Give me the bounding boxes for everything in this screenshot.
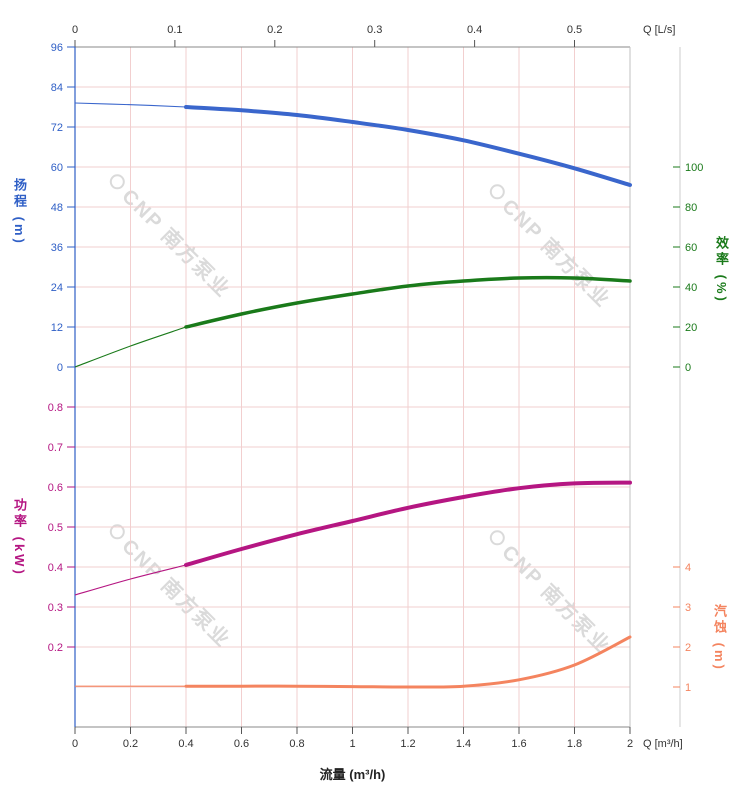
tick-labels: 0 0.1 0.2 0.3 0.4 0.5 0 0.2 0.4 0.6 0.8 1 1.2 1.4 1.6 1… [48, 24, 704, 750]
npsh-tick-label: 2 [685, 642, 691, 654]
top-x-unit-label: Q [L/s] [643, 24, 676, 36]
head-curve [184, 105, 632, 187]
head-curve-low-flow [74, 102, 187, 108]
power-tick-label: 0.2 [48, 642, 63, 654]
bottom-x-tick-label: 0.4 [178, 738, 193, 750]
eff-tick-label: 100 [685, 162, 703, 174]
bottom-x-tick-label: 1.2 [400, 738, 415, 750]
bottom-x-unit-label: Q [m³/h] [643, 738, 683, 750]
power-tick-label: 0.8 [48, 402, 63, 414]
head-tick-label: 84 [51, 82, 63, 94]
power-tick-label: 0.6 [48, 482, 63, 494]
power-tick-label: 0.3 [48, 602, 63, 614]
head-tick-label: 24 [51, 282, 63, 294]
top-x-tick-label: 0.1 [167, 24, 182, 36]
npsh-tick-label: 4 [685, 562, 691, 574]
bottom-x-tick-label: 0.8 [289, 738, 304, 750]
npsh-curve [184, 635, 632, 689]
npsh-axis-title: 汽蚀 (m) [712, 604, 727, 672]
top-x-tick-label: 0.4 [467, 24, 482, 36]
top-x-tick-label: 0 [72, 24, 78, 36]
power-tick-label: 0.4 [48, 562, 63, 574]
bottom-x-tick-label: 1.4 [456, 738, 471, 750]
eff-tick-label: 80 [685, 202, 697, 214]
head-tick-label: 96 [51, 42, 63, 54]
eff-tick-label: 40 [685, 282, 697, 294]
bottom-x-tick-label: 0 [72, 738, 78, 750]
power-axis-title: 功率 (kW) [12, 498, 27, 577]
bottom-x-tick-label: 1.6 [511, 738, 526, 750]
head-tick-label: 60 [51, 162, 63, 174]
bottom-x-tick-label: 0.2 [123, 738, 138, 750]
eff-curve-low-flow [74, 326, 187, 368]
head-tick-label: 48 [51, 202, 63, 214]
bottom-x-tick-label: 2 [627, 738, 633, 750]
head-tick-label: 36 [51, 242, 63, 254]
npsh-tick-label: 3 [685, 602, 691, 614]
head-tick-label: 12 [51, 322, 63, 334]
bottom-x-tick-label: 1 [349, 738, 355, 750]
npsh-tick-label: 1 [685, 682, 691, 694]
power-tick-label: 0.7 [48, 442, 63, 454]
bottom-x-tick-label: 1.8 [567, 738, 582, 750]
top-x-tick-label: 0.2 [267, 24, 282, 36]
efficiency-axis-title: 效率 (%) [714, 236, 729, 304]
power-tick-label: 0.5 [48, 522, 63, 534]
eff-tick-label: 0 [685, 362, 691, 374]
top-x-tick-label: 0.5 [567, 24, 582, 36]
head-tick-label: 0 [57, 362, 63, 374]
power-curve-low-flow [74, 564, 187, 596]
head-tick-label: 72 [51, 122, 63, 134]
head-axis-title: 扬程 (m) [12, 178, 27, 246]
eff-tick-label: 60 [685, 242, 697, 254]
bottom-x-tick-label: 0.6 [234, 738, 249, 750]
power-curve [184, 480, 632, 567]
eff-curve [184, 275, 632, 329]
eff-tick-label: 20 [685, 322, 697, 334]
top-x-tick-label: 0.3 [367, 24, 382, 36]
grid [74, 46, 631, 728]
flow-axis-title: 流量 (m³/h) [319, 767, 386, 782]
